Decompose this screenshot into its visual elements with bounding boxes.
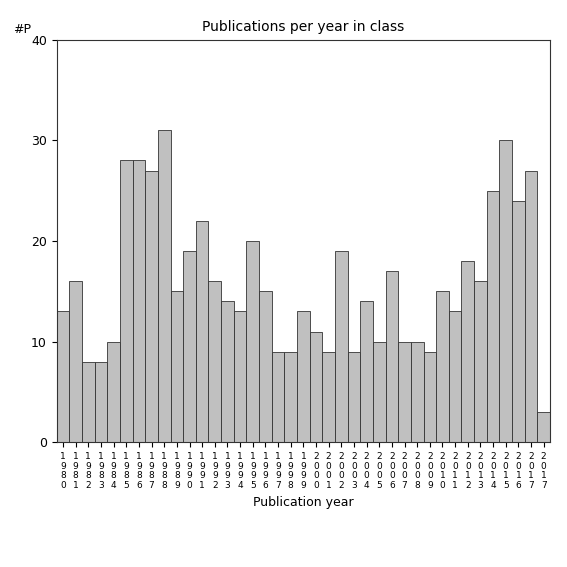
Bar [120, 160, 133, 442]
Bar [95, 362, 107, 442]
Bar [57, 311, 69, 442]
Bar [69, 281, 82, 442]
Bar [310, 332, 322, 442]
Bar [196, 221, 209, 442]
X-axis label: Publication year: Publication year [253, 496, 354, 509]
Bar [538, 412, 550, 442]
Bar [171, 291, 183, 442]
Bar [107, 341, 120, 442]
Bar [348, 352, 360, 442]
Y-axis label: #P: #P [13, 23, 31, 36]
Bar [221, 302, 234, 442]
Bar [524, 171, 538, 442]
Bar [474, 281, 486, 442]
Bar [436, 291, 449, 442]
Bar [145, 171, 158, 442]
Bar [297, 311, 310, 442]
Bar [360, 302, 373, 442]
Bar [424, 352, 436, 442]
Bar [158, 130, 171, 442]
Bar [398, 341, 411, 442]
Bar [322, 352, 335, 442]
Bar [500, 141, 512, 442]
Bar [486, 191, 500, 442]
Bar [386, 271, 398, 442]
Title: Publications per year in class: Publications per year in class [202, 20, 404, 35]
Bar [462, 261, 474, 442]
Bar [512, 201, 524, 442]
Bar [373, 341, 386, 442]
Bar [234, 311, 247, 442]
Bar [335, 251, 348, 442]
Bar [82, 362, 95, 442]
Bar [272, 352, 285, 442]
Bar [183, 251, 196, 442]
Bar [209, 281, 221, 442]
Bar [411, 341, 424, 442]
Bar [133, 160, 145, 442]
Bar [247, 241, 259, 442]
Bar [285, 352, 297, 442]
Bar [259, 291, 272, 442]
Bar [449, 311, 462, 442]
